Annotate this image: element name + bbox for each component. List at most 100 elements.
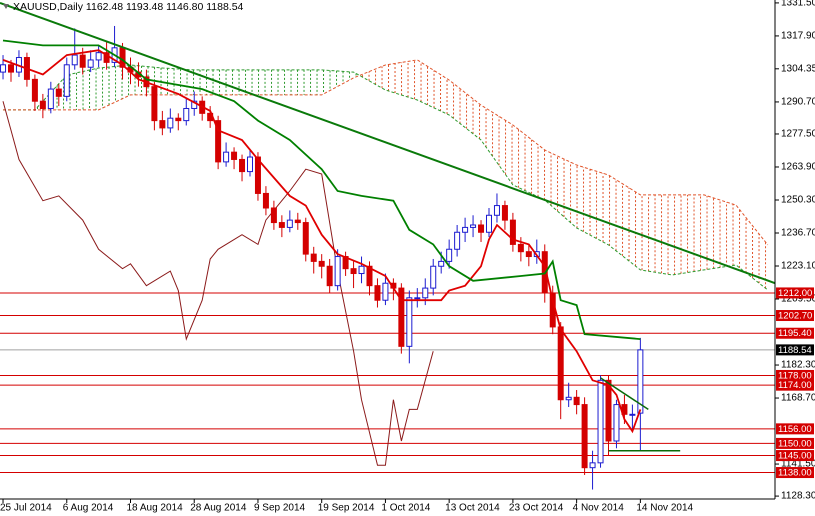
level-label: 1188.54 — [778, 345, 812, 356]
chikou-line — [2, 101, 434, 466]
x-tick-label: 9 Sep 2014 — [254, 503, 306, 514]
candle-body — [215, 120, 222, 163]
level-label: 1150.00 — [778, 438, 812, 449]
candle-body — [382, 282, 389, 301]
candle-body — [278, 222, 285, 228]
level-label-box — [776, 344, 814, 356]
candle-body — [374, 285, 381, 301]
candle-body — [557, 326, 564, 401]
candle-body — [63, 64, 70, 97]
level-label: 1145.00 — [778, 451, 812, 462]
candle-body — [406, 297, 413, 347]
level-label: 1202.70 — [778, 311, 812, 322]
candle-body — [414, 297, 421, 300]
candle-body — [517, 243, 524, 253]
x-tick-label: 13 Oct 2014 — [445, 503, 500, 514]
candle-body — [239, 158, 246, 173]
level-label-box — [776, 450, 814, 462]
candle-body — [223, 151, 230, 163]
candle-body — [605, 379, 612, 442]
candle-body — [581, 404, 588, 469]
cloud-span-b — [3, 59, 769, 246]
indicator-line — [2, 39, 641, 340]
y-tick-label: 1141.50 — [781, 459, 815, 470]
x-tick-label: 14 Nov 2014 — [636, 503, 693, 514]
y-tick-label: 1128.30 — [781, 491, 815, 502]
level-label: 1156.00 — [778, 424, 812, 435]
x-tick-label: 19 Sep 2014 — [318, 503, 375, 514]
level-label-box — [776, 369, 814, 381]
candle-body — [509, 219, 516, 245]
y-tick-label: 1290.70 — [781, 97, 815, 108]
candle-body — [573, 396, 580, 406]
level-label-box — [776, 437, 814, 449]
candle-body — [470, 224, 477, 228]
candle-body — [0, 64, 7, 73]
candle-body — [39, 100, 46, 109]
candle-body — [637, 349, 644, 414]
candle-body — [262, 192, 269, 209]
level-label-box — [776, 467, 814, 479]
y-tick-label: 1209.50 — [781, 294, 815, 305]
y-tick-label: 1317.90 — [781, 31, 815, 42]
candle-body — [438, 260, 445, 267]
candle-body — [159, 120, 166, 129]
level-label-box — [776, 287, 814, 299]
candle-body — [302, 222, 309, 255]
cloud-span-a — [3, 64, 769, 291]
plot-area — [0, 1, 775, 490]
candle-body — [71, 54, 78, 66]
candle-body — [478, 224, 485, 233]
level-label-box — [776, 327, 814, 339]
candle-body — [334, 256, 341, 287]
candle-body — [254, 156, 261, 194]
candle-body — [422, 287, 429, 299]
indicator-line — [2, 49, 642, 434]
y-tick-label: 1263.90 — [781, 162, 815, 173]
level-label: 1138.00 — [778, 468, 812, 479]
candle-body — [462, 226, 469, 233]
candle-body — [565, 396, 572, 401]
candle-body — [175, 117, 182, 122]
header-icon — [3, 4, 9, 9]
candle-body — [294, 219, 301, 224]
candle-body — [31, 78, 38, 102]
chart-title: XAUUSD,Daily 1162.48 1193.48 1146.80 118… — [13, 1, 244, 13]
trend-line — [600, 377, 649, 411]
candle-body — [525, 251, 532, 258]
candle-body — [446, 248, 453, 262]
x-tick-label: 23 Oct 2014 — [509, 503, 564, 514]
level-label-box — [776, 423, 814, 435]
candle-body — [629, 413, 636, 416]
candle-body — [589, 462, 596, 469]
y-tick-label: 1304.35 — [781, 63, 815, 74]
candle-body — [454, 231, 461, 250]
y-tick-label: 1236.70 — [781, 228, 815, 239]
x-tick-label: 4 Nov 2014 — [573, 503, 625, 514]
x-tick-label: 25 Jul 2014 — [0, 503, 52, 514]
candle-body — [7, 64, 14, 73]
y-tick-label: 1182.30 — [781, 360, 815, 371]
candle-body — [350, 268, 357, 275]
candle-body — [270, 207, 277, 224]
candle-body — [151, 86, 158, 122]
candle-body — [613, 404, 620, 442]
candle-body — [430, 265, 437, 289]
candle-body — [501, 205, 508, 221]
candle-body — [191, 100, 198, 109]
candle-body — [167, 117, 174, 129]
x-tick-label: 28 Aug 2014 — [190, 503, 247, 514]
y-tick-label: 1277.50 — [781, 129, 815, 140]
y-tick-label: 1223.10 — [781, 261, 815, 272]
candle-body — [597, 379, 604, 464]
level-label-box — [776, 310, 814, 322]
candle-body — [87, 59, 94, 68]
candle-body — [79, 54, 86, 68]
candle-body — [183, 107, 190, 122]
level-label: 1178.00 — [778, 370, 812, 381]
candle-body — [326, 265, 333, 287]
candle-body — [398, 287, 405, 347]
level-label-box — [776, 379, 814, 391]
candle-body — [310, 253, 317, 262]
